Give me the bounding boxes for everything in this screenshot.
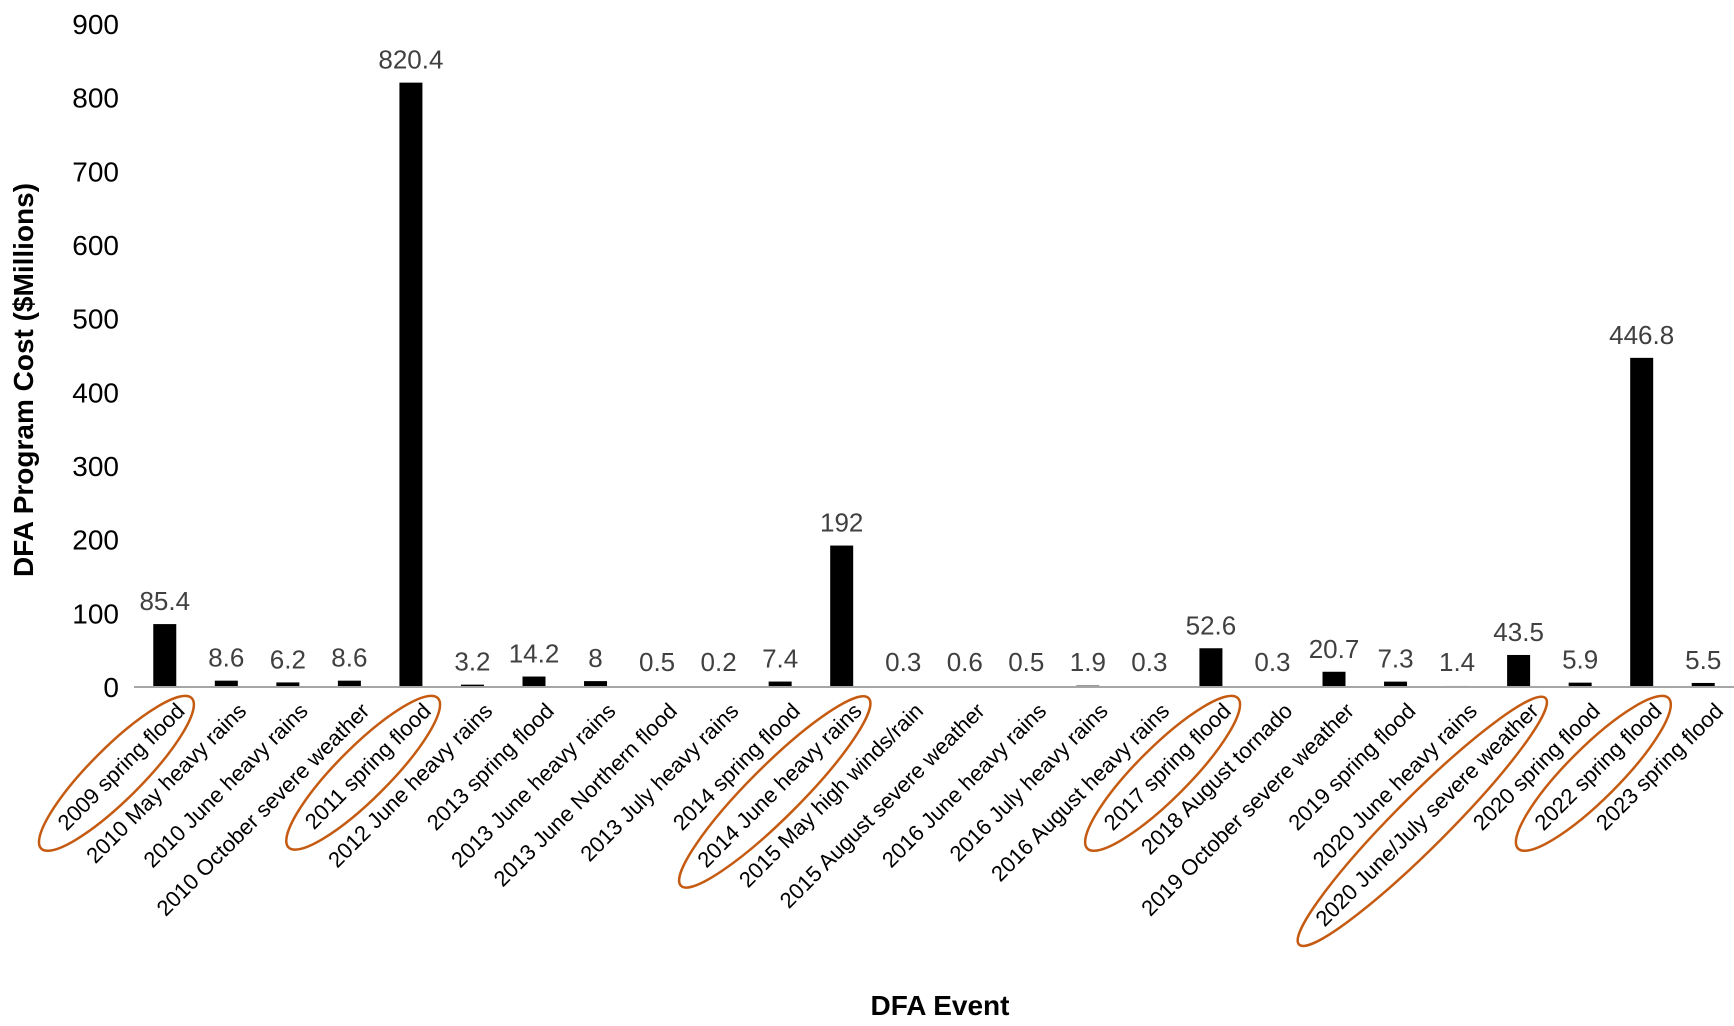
- highlight-ellipses: [37, 694, 1673, 948]
- y-tick-label: 600: [72, 230, 119, 261]
- data-label-2019-october-severe-weather: 20.7: [1309, 634, 1360, 664]
- data-label-2013-june-heavy-rains: 8: [588, 643, 602, 673]
- y-axis-ticks: 0 100 200 300 400 500 600 700 800 900: [72, 9, 119, 703]
- y-tick-label: 800: [72, 83, 119, 114]
- bar-2019-october-severe-weather: [1322, 671, 1346, 687]
- y-tick-label: 400: [72, 377, 119, 408]
- bar-2010-may-heavy-rains: [214, 680, 238, 687]
- data-label-2014-june-heavy-rains: 192: [820, 508, 863, 538]
- bar-2010-october-severe-weather: [337, 680, 361, 687]
- data-label-2016-june-heavy-rains: 0.5: [1008, 647, 1044, 677]
- highlight-ellipse-2014-june-heavy-rains: [677, 695, 872, 889]
- highlight-ellipse-2009-spring-flood: [37, 694, 196, 853]
- data-label-2015-august-severe-weather: 0.6: [947, 647, 983, 677]
- data-labels: 85.4 8.6 6.2 8.6 820.4 3.2 14.2 8 0.5 0.2 7.4 192 0.…: [139, 45, 1721, 677]
- data-label-2014-spring-flood: 7.4: [762, 644, 798, 674]
- data-label-2020-june-heavy-rains: 1.4: [1439, 647, 1475, 677]
- data-label-2009-spring-flood: 85.4: [139, 586, 190, 616]
- y-tick-label: 100: [72, 598, 119, 629]
- y-tick-label: 300: [72, 451, 119, 482]
- x-axis-title: DFA Event: [871, 990, 1010, 1021]
- data-label-2013-june-northern-flood: 0.5: [639, 647, 675, 677]
- highlight-ellipse-2017-spring-flood: [1083, 694, 1242, 853]
- bar-2020-june-july-severe-weather: [1507, 654, 1531, 687]
- data-label-2020-june-july-severe-weather: 43.5: [1493, 617, 1544, 647]
- data-label-2010-october-severe-weather: 8.6: [331, 643, 367, 673]
- bar-2011-spring-flood: [399, 82, 423, 687]
- data-label-2012-june-heavy-rains: 3.2: [454, 647, 490, 677]
- y-tick-label: 700: [72, 156, 119, 187]
- data-label-2013-spring-flood: 14.2: [509, 639, 560, 669]
- data-label-2016-august-heavy-rains: 0.3: [1131, 647, 1167, 677]
- highlight-ellipse-2020-june-july-severe-weather: [1296, 695, 1549, 948]
- category-label-2020-june-july-severe-weather: 2020 June/July severe weather: [1310, 698, 1543, 931]
- data-label-2016-july-heavy-rains: 1.9: [1070, 647, 1106, 677]
- data-label-2023-spring-flood: 5.5: [1685, 645, 1721, 675]
- data-label-2013-july-heavy-rains: 0.2: [701, 647, 737, 677]
- bar-2010-june-heavy-rains: [276, 682, 300, 687]
- bar-2012-june-heavy-rains: [460, 684, 484, 687]
- bar-2014-spring-flood: [768, 681, 792, 687]
- data-label-2015-may-high-winds-rain: 0.3: [885, 647, 921, 677]
- y-tick-label: 200: [72, 525, 119, 556]
- y-tick-label: 0: [103, 672, 119, 703]
- bar-2013-june-heavy-rains: [584, 681, 608, 687]
- data-label-2017-spring-flood: 52.6: [1186, 610, 1237, 640]
- bar-2022-spring-flood: [1630, 357, 1654, 687]
- data-label-2022-spring-flood: 446.8: [1609, 320, 1674, 350]
- data-label-2020-spring-flood: 5.9: [1562, 645, 1598, 675]
- bar-2020-spring-flood: [1568, 682, 1592, 687]
- y-tick-label: 900: [72, 9, 119, 40]
- bar-2009-spring-flood: [153, 624, 177, 687]
- bar-2013-spring-flood: [522, 676, 546, 687]
- bar-2023-spring-flood: [1691, 682, 1715, 687]
- highlight-ellipse-2022-spring-flood: [1514, 694, 1673, 853]
- y-axis-title: DFA Program Cost ($Millions): [8, 183, 39, 577]
- data-label-2011-spring-flood: 820.4: [378, 45, 443, 75]
- bar-2014-june-heavy-rains: [830, 545, 854, 687]
- data-label-2018-august-tornado: 0.3: [1254, 647, 1290, 677]
- bar-2019-spring-flood: [1384, 681, 1408, 687]
- data-label-2010-june-heavy-rains: 6.2: [270, 644, 306, 674]
- y-tick-label: 500: [72, 304, 119, 335]
- data-label-2010-may-heavy-rains: 8.6: [208, 643, 244, 673]
- data-label-2019-spring-flood: 7.3: [1377, 644, 1413, 674]
- highlight-ellipse-2011-spring-flood: [285, 694, 442, 851]
- bars: [153, 82, 1715, 687]
- bar-2017-spring-flood: [1199, 648, 1223, 687]
